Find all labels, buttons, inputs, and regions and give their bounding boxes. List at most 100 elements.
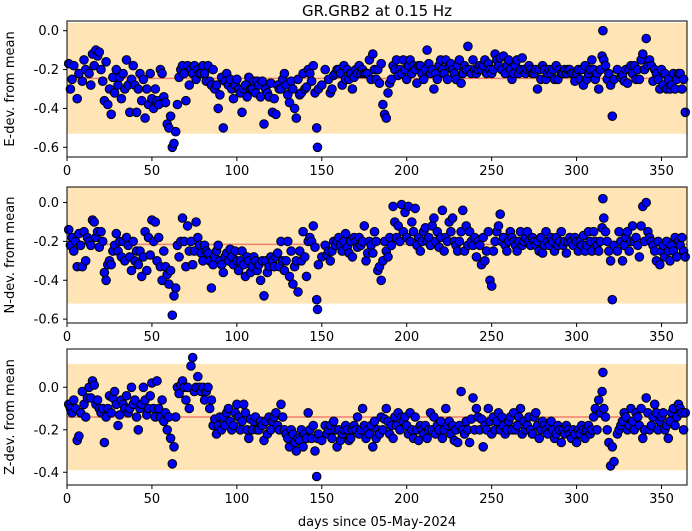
data-point (223, 403, 234, 414)
data-point (381, 403, 392, 414)
y-tick-label: -0.2 (34, 235, 59, 250)
data-points (63, 193, 691, 321)
data-point (677, 84, 687, 94)
y-tick-label: 0.0 (38, 24, 59, 39)
data-point (218, 267, 229, 278)
data-point (632, 412, 643, 422)
data-point (106, 408, 116, 418)
x-tick-label: 50 (144, 330, 161, 345)
data-point (74, 431, 84, 441)
data-point (89, 380, 99, 390)
data-point (515, 403, 526, 414)
x-tick-label: 200 (394, 164, 419, 179)
data-point (588, 226, 599, 237)
data-point (162, 425, 172, 435)
data-point (454, 236, 465, 247)
data-point (441, 403, 451, 414)
data-point (131, 107, 142, 118)
y-axis-label: E-dev. from mean (3, 31, 18, 146)
x-axis-label: days since 05-May-2024 (298, 515, 456, 530)
data-point (106, 259, 116, 270)
data-point (361, 256, 371, 266)
data-point (622, 78, 633, 88)
data-point (593, 84, 604, 94)
data-point (133, 259, 144, 270)
data-point (259, 291, 269, 301)
data-point (92, 395, 103, 405)
data-point (199, 68, 210, 79)
y-tick-label: 0.0 (38, 196, 59, 211)
data-point (237, 107, 247, 118)
data-point (157, 395, 167, 405)
x-tick-label: 0 (63, 330, 71, 345)
data-point (483, 226, 494, 237)
data-point (206, 395, 217, 405)
data-point (94, 47, 105, 57)
data-point (556, 226, 567, 237)
data-point (203, 382, 213, 393)
data-point (471, 403, 482, 414)
data-point (636, 403, 646, 414)
data-point (597, 386, 607, 397)
axes-frame (66, 186, 688, 324)
data-point (97, 236, 108, 247)
data-point (213, 240, 223, 251)
data-point (532, 84, 543, 94)
data-point (130, 395, 140, 405)
data-point (172, 99, 183, 110)
data-point (531, 408, 541, 418)
data-point (238, 399, 249, 410)
chart-title: GR.GRB2 at 0.15 Hz (302, 2, 452, 20)
data-point (593, 395, 604, 405)
data-point (308, 221, 319, 231)
data-points (63, 25, 691, 153)
x-tick-label: 300 (564, 492, 589, 507)
data-point (96, 226, 106, 237)
data-point (244, 433, 254, 444)
x-tick-label: 150 (309, 492, 334, 507)
data-point (598, 25, 608, 36)
x-tick-label: 200 (394, 492, 419, 507)
data-point (170, 412, 181, 422)
data-point (328, 416, 339, 427)
x-tick-label: 300 (564, 164, 589, 179)
data-point (602, 425, 613, 435)
x-tick-label: 250 (479, 492, 504, 507)
y-tick-label: -0.6 (34, 313, 59, 328)
data-point (587, 55, 597, 65)
data-point (103, 99, 113, 110)
data-point (237, 416, 247, 427)
data-point (153, 232, 164, 243)
x-tick-label: 50 (144, 492, 161, 507)
data-point (534, 433, 545, 444)
axes-frame (66, 20, 688, 158)
data-point (160, 97, 171, 108)
data-point (184, 80, 195, 90)
data-point (600, 60, 611, 71)
x-tick-label: 150 (309, 164, 334, 179)
data-point (69, 246, 79, 256)
data-point (204, 403, 215, 414)
data-point (456, 78, 466, 88)
data-point (369, 226, 380, 237)
x-tick-label: 300 (564, 330, 589, 345)
data-point (111, 228, 122, 239)
data-point (641, 33, 652, 44)
data-point (206, 283, 217, 293)
data-point (165, 265, 176, 276)
data-point (281, 256, 291, 266)
data-point (478, 442, 489, 452)
data-point (69, 60, 79, 71)
data-point (289, 103, 300, 114)
data-point (242, 92, 252, 102)
data-point (298, 442, 308, 452)
data-point (677, 232, 687, 243)
data-point (655, 259, 665, 270)
data-point (368, 248, 378, 258)
data-point (378, 99, 388, 110)
data-point (113, 420, 123, 431)
data-point (607, 442, 618, 452)
data-point (320, 64, 331, 75)
panel-3: 0.0 -0.2 -0.4 0 50 100 150 200 250 300 350 Z-dev. f… (3, 348, 691, 507)
data-point (126, 265, 137, 276)
